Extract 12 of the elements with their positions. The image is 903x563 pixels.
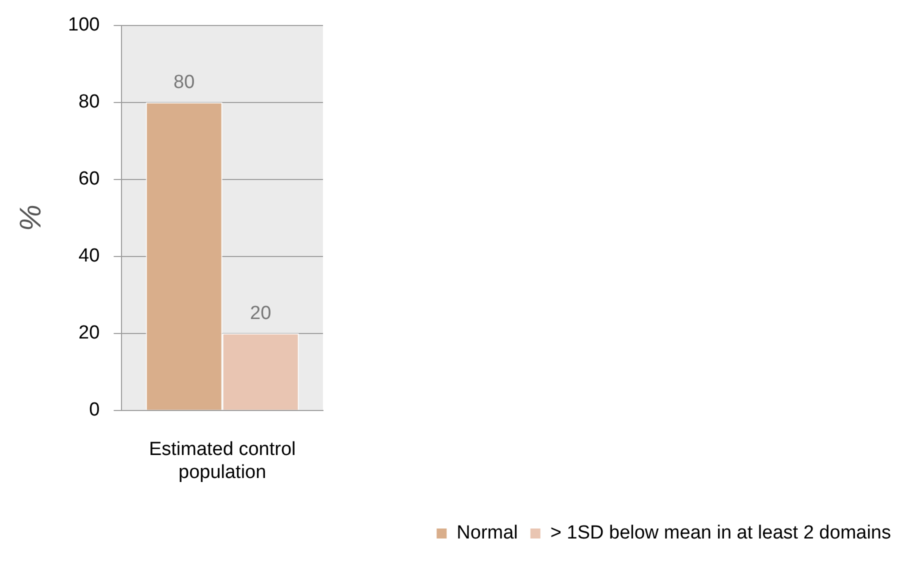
y-tick-label: 60 bbox=[78, 168, 100, 190]
y-axis-title: % bbox=[14, 204, 48, 232]
data-label: 80 bbox=[174, 72, 195, 94]
data-label: 20 bbox=[250, 303, 272, 324]
x-tick-label: Estimated control population bbox=[148, 439, 296, 483]
y-tick-label: 20 bbox=[78, 322, 100, 344]
legend-label: Normal bbox=[456, 522, 518, 544]
y-tick-label: 80 bbox=[78, 92, 100, 113]
y-tick-label: 40 bbox=[78, 246, 100, 267]
legend-label: > 1SD below mean in at least 2 domains bbox=[550, 522, 891, 544]
y-tick-label: 100 bbox=[68, 14, 100, 36]
y-tick-label: 0 bbox=[89, 400, 100, 421]
